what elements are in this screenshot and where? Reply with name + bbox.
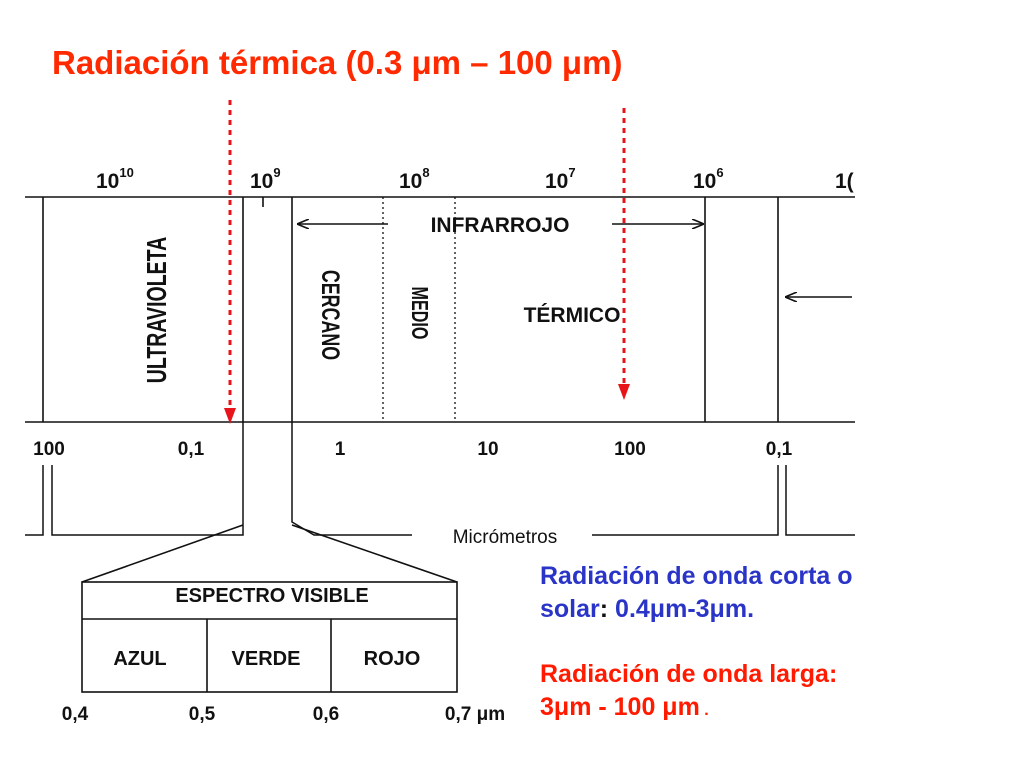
wavelength-label-0-1: 0,1 — [178, 439, 205, 460]
shortwave-note-line2: solar: 0.4μm-3μm. — [540, 593, 853, 626]
spectrum-band-box — [25, 196, 855, 423]
infrared-label: INFRARROJO — [431, 214, 570, 237]
wavelength-label-100: 100 — [33, 439, 65, 460]
thermal-infrared-label: TÉRMICO — [524, 304, 621, 327]
frequency-label-1e10: 1010 — [96, 165, 134, 193]
wavelength-label-0-1-cm: 0,1 — [766, 439, 793, 460]
wavelength-label-100-um: 100 — [614, 439, 646, 460]
near-infrared-label: CERCANO — [316, 270, 345, 360]
visible-spectrum-title: ESPECTRO VISIBLE — [175, 585, 368, 607]
visible-callout-right — [291, 524, 458, 583]
bracket-right-end — [785, 465, 855, 536]
bracket-left-to-visible — [51, 422, 244, 536]
micrometer-bracket — [25, 422, 855, 536]
page-title: Radiación térmica (0.3 μm – 100 μm) — [52, 44, 623, 81]
red-band-label: ROJO — [364, 648, 421, 670]
thermal-radiation-markers — [224, 100, 630, 424]
micrometers-label: Micrómetros — [453, 527, 558, 548]
shortwave-range: 0.4μm-3μm. — [608, 595, 755, 623]
visible-spectrum-box — [81, 524, 458, 693]
longwave-note-line2: 3μm - 100 μm . — [540, 691, 837, 727]
wavelength-label-1: 1 — [335, 439, 346, 460]
longwave-range: 3μm - 100 μm — [540, 693, 700, 721]
bracket-visible-right — [291, 422, 412, 536]
longwave-note-line1: Radiación de onda larga: — [540, 660, 838, 688]
longwave-note: Radiación de onda larga: 3μm - 100 μm . — [540, 658, 837, 727]
visible-spectrum-frame — [81, 581, 458, 693]
frequency-label-1e9: 109 — [250, 165, 281, 193]
bracket-right-to-microwave — [592, 465, 779, 536]
longwave-dot: . — [699, 702, 709, 719]
shortwave-note-line1: Radiación de onda corta o — [540, 562, 853, 590]
frequency-scale: 1010 109 108 107 106 1( — [96, 165, 854, 193]
frequency-label-cut: 1( — [835, 170, 854, 193]
frequency-label-1e7: 107 — [545, 165, 576, 193]
visible-tick-0-6: 0,6 — [313, 704, 339, 725]
frequency-label-1e8: 108 — [399, 165, 430, 193]
middle-infrared-label: MEDIO — [406, 287, 431, 340]
bracket-left-end — [25, 465, 44, 536]
blue-band-label: AZUL — [113, 648, 166, 670]
wavelength-scale: 100 0,1 1 10 100 0,1 — [33, 439, 792, 460]
visible-tick-0-7-um: 0,7 μm — [445, 704, 505, 725]
frequency-label-1e6: 106 — [693, 165, 724, 193]
infrared-span: INFRARROJO — [298, 214, 703, 237]
shortwave-note: Radiación de onda corta o solar: 0.4μm-3… — [540, 560, 853, 626]
wavelength-label-10: 10 — [477, 439, 498, 460]
visible-tick-0-5: 0,5 — [189, 704, 216, 725]
visible-tick-0-4: 0,4 — [62, 704, 89, 725]
thermal-start-arrowhead — [224, 408, 236, 424]
thermal-end-arrowhead — [618, 384, 630, 400]
shortwave-solar-word: solar — [540, 595, 600, 623]
shortwave-colon: : — [599, 595, 609, 623]
green-band-label: VERDE — [232, 648, 301, 670]
visible-callout-left — [81, 524, 244, 583]
ultraviolet-label: ULTRAVIOLETA — [142, 237, 173, 384]
